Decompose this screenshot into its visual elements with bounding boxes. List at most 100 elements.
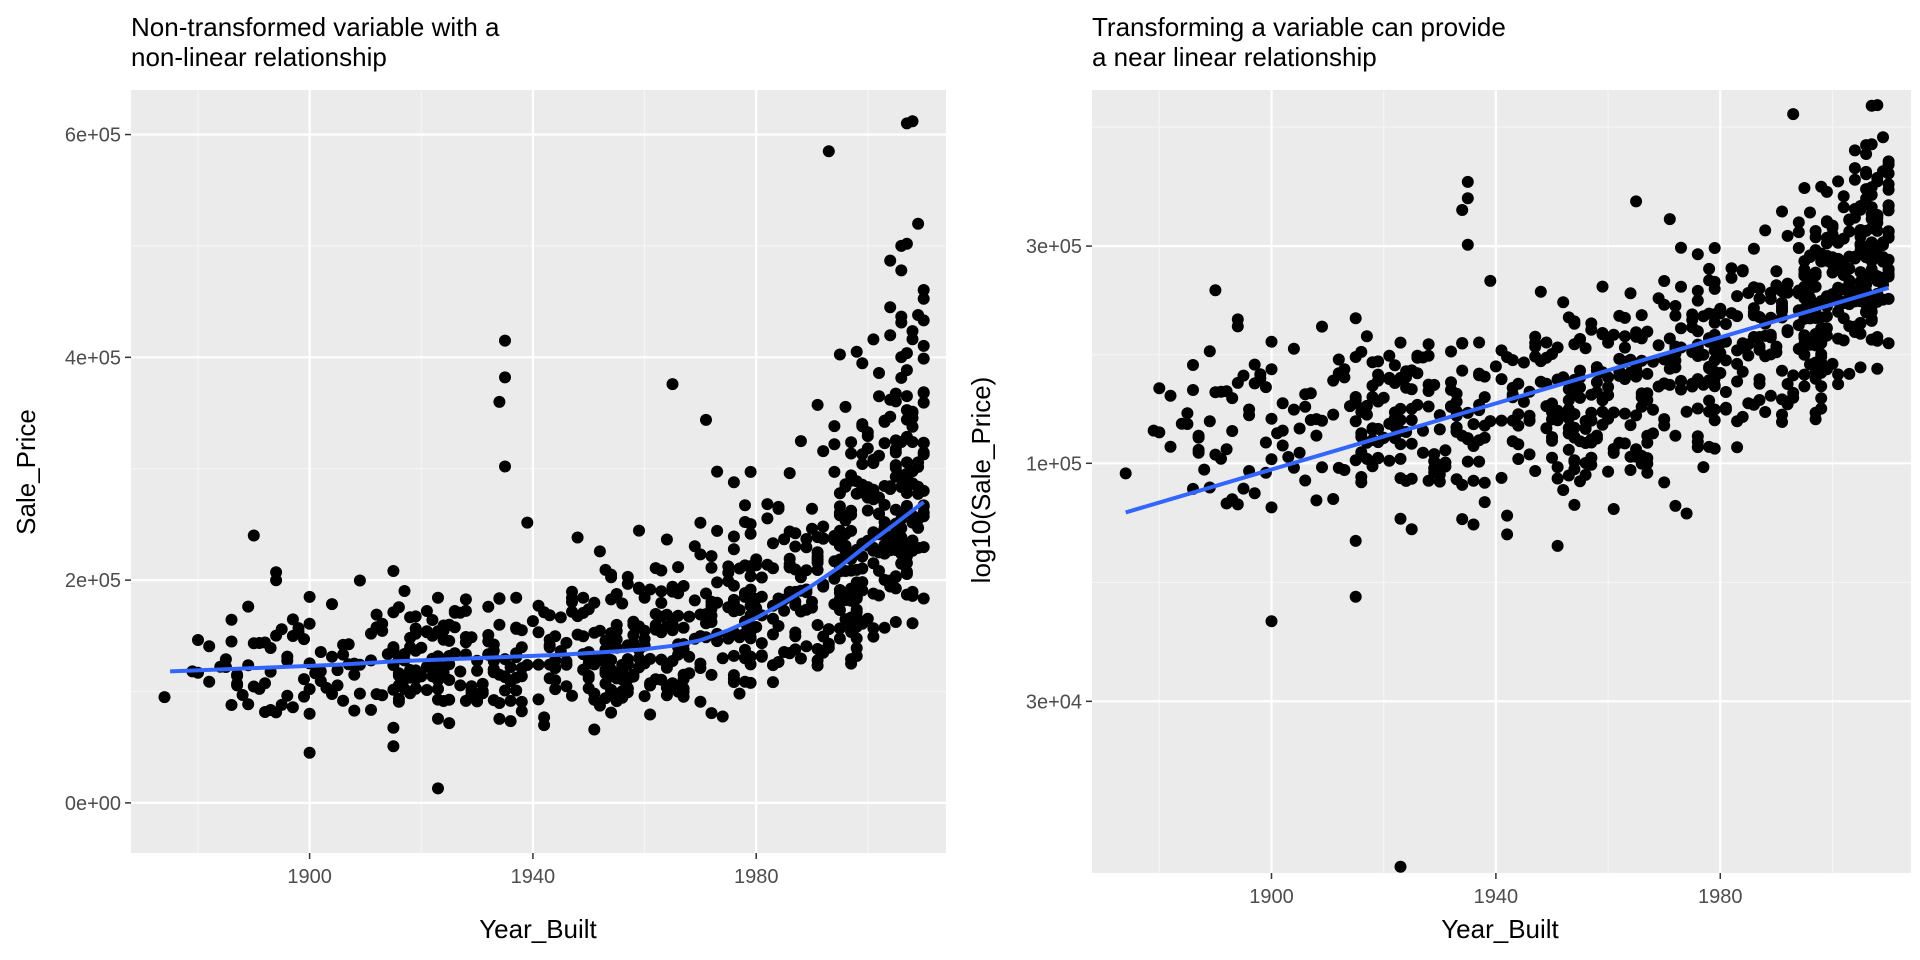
scatter-point — [1366, 391, 1379, 403]
scatter-point — [1192, 431, 1205, 444]
scatter-point — [1546, 397, 1558, 410]
scatter-point — [499, 684, 511, 697]
scatter-point — [867, 622, 880, 635]
scatter-point — [1265, 335, 1278, 348]
scatter-point — [1871, 224, 1884, 237]
scatter-point — [577, 606, 590, 619]
scatter-point — [1764, 389, 1777, 402]
scatter-point — [677, 621, 690, 634]
scatter-point — [1787, 386, 1800, 399]
scatter-point — [694, 662, 707, 674]
scatter-point — [504, 661, 517, 674]
scatter-point — [1815, 402, 1828, 415]
left-smooth-line — [170, 500, 925, 674]
right-y-ticks: 3e+04 1e+05 3e+05 — [1026, 236, 1092, 713]
scatter-point — [1871, 362, 1884, 375]
scatter-point — [1456, 513, 1469, 526]
scatter-point — [906, 325, 919, 338]
scatter-point — [1394, 860, 1407, 873]
scatter-point — [616, 691, 629, 704]
scatter-point — [432, 683, 444, 695]
scatter-point — [1287, 403, 1300, 416]
scatter-point — [666, 655, 679, 667]
scatter-point — [1843, 274, 1856, 287]
scatter-point — [605, 568, 618, 581]
scatter-point — [459, 694, 472, 707]
scatter-point — [303, 617, 316, 630]
scatter-point — [1753, 292, 1766, 305]
scatter-point — [906, 534, 919, 547]
y-tick-label: 4e+05 — [65, 347, 121, 369]
scatter-point — [794, 571, 807, 584]
scatter-point — [1461, 175, 1474, 188]
scatter-point — [1226, 493, 1239, 506]
scatter-point — [1231, 376, 1244, 389]
scatter-point — [1265, 453, 1278, 466]
scatter-point — [1792, 226, 1805, 239]
scatter-point — [1624, 419, 1637, 432]
scatter-point — [1641, 367, 1654, 380]
scatter-point — [1501, 509, 1514, 522]
scatter-point — [521, 516, 534, 529]
scatter-point — [1787, 108, 1800, 121]
scatter-point — [1809, 312, 1822, 324]
scatter-point — [1837, 201, 1850, 214]
scatter-point — [1574, 364, 1586, 377]
scatter-point — [526, 615, 539, 628]
scatter-point — [878, 516, 891, 529]
scatter-point — [510, 622, 523, 635]
scatter-point — [1837, 334, 1850, 347]
scatter-point — [1635, 309, 1648, 322]
scatter-point — [1327, 374, 1340, 387]
scatter-point — [655, 596, 668, 609]
scatter-point — [499, 671, 511, 684]
scatter-point — [878, 480, 891, 492]
scatter-point — [1809, 231, 1822, 244]
scatter-point — [1209, 284, 1222, 297]
scatter-point — [1209, 386, 1222, 399]
scatter-point — [1388, 359, 1401, 372]
scatter-point — [1299, 400, 1312, 413]
scatter-point — [1310, 429, 1323, 442]
scatter-point — [828, 438, 841, 451]
scatter-point — [1663, 378, 1676, 391]
scatter-point — [1534, 285, 1547, 298]
scatter-point — [750, 621, 763, 633]
scatter-point — [711, 576, 724, 589]
scatter-point — [1759, 406, 1772, 418]
scatter-point — [454, 679, 467, 692]
scatter-point — [532, 693, 545, 706]
scatter-point — [1400, 381, 1413, 394]
scatter-point — [1596, 327, 1609, 339]
scatter-point — [1405, 472, 1418, 485]
scatter-point — [270, 566, 283, 579]
scatter-point — [549, 674, 562, 687]
scatter-point — [1203, 415, 1216, 428]
scatter-point — [1517, 356, 1530, 369]
scatter-point — [1540, 336, 1553, 349]
scatter-point — [727, 676, 740, 688]
scatter-point — [1742, 287, 1755, 299]
scatter-point — [638, 591, 651, 604]
scatter-point — [884, 254, 897, 267]
scatter-point — [1366, 423, 1379, 436]
scatter-point — [1248, 487, 1261, 500]
scatter-point — [1865, 251, 1878, 264]
scatter-point — [833, 348, 846, 361]
scatter-point — [1798, 380, 1811, 393]
scatter-point — [1776, 393, 1788, 406]
scatter-point — [1865, 138, 1878, 151]
scatter-point — [1871, 212, 1884, 225]
scatter-point — [666, 580, 679, 593]
left-y-axis-title: Sale_Price — [11, 409, 41, 535]
scatter-point — [900, 390, 913, 403]
scatter-point — [895, 536, 908, 549]
scatter-point — [1820, 310, 1833, 323]
scatter-point — [1882, 158, 1895, 171]
scatter-point — [861, 442, 874, 455]
scatter-point — [1164, 440, 1177, 453]
scatter-point — [694, 608, 707, 621]
right-x-ticks: 1900 1940 1980 — [1249, 873, 1743, 908]
scatter-point — [1618, 330, 1631, 343]
scatter-point — [889, 434, 902, 447]
